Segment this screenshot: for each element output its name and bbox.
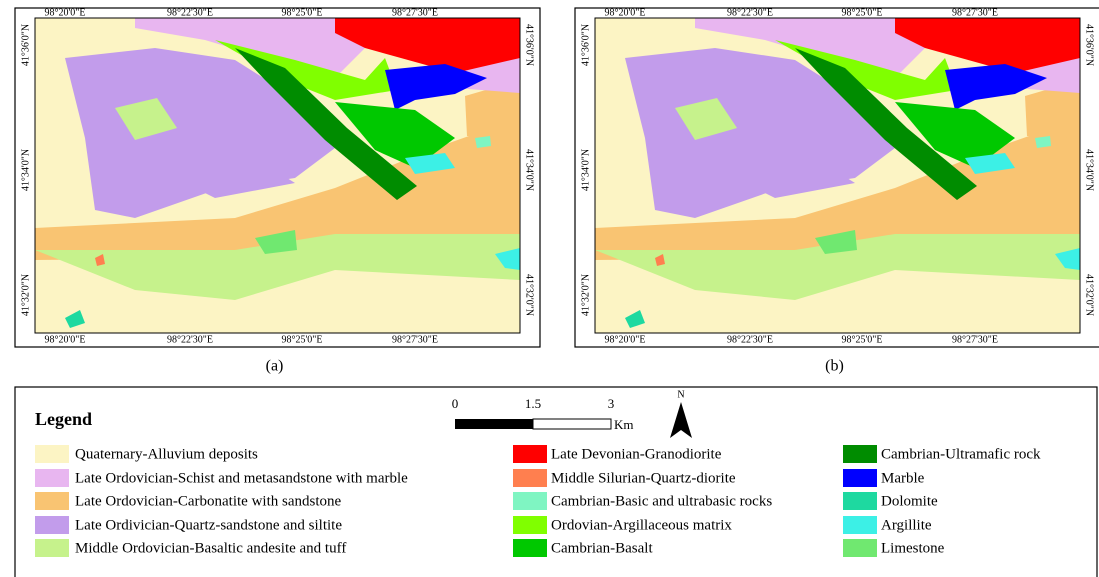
legend-swatch bbox=[35, 539, 69, 557]
legend-swatch bbox=[843, 469, 877, 487]
legend-swatch bbox=[843, 492, 877, 510]
map bbox=[35, 18, 520, 333]
legend-label: Middle Ordovician-Basaltic andesite and … bbox=[75, 540, 346, 556]
legend-label: Cambrian-Basalt bbox=[551, 540, 653, 556]
legend-swatch bbox=[513, 516, 547, 534]
coord-label: 41°32'0"N bbox=[20, 274, 31, 316]
legend-label: Late Ordovician-Carbonatite with sandsto… bbox=[75, 493, 342, 509]
coord-label: 41°34'0"N bbox=[524, 149, 535, 191]
legend-swatch bbox=[843, 445, 877, 463]
coord-label: 41°32'0"N bbox=[524, 274, 535, 316]
coord-label: 98°25'0"E bbox=[282, 7, 323, 18]
legend-swatch bbox=[513, 445, 547, 463]
legend-swatch bbox=[35, 516, 69, 534]
coord-label: 41°32'0"N bbox=[1084, 274, 1095, 316]
legend-label: Limestone bbox=[881, 540, 945, 556]
coord-label: 41°32'0"N bbox=[580, 274, 591, 316]
legend-label: Argillite bbox=[881, 517, 932, 533]
legend-label: Late Ordovician-Schist and metasandstone… bbox=[75, 470, 408, 486]
scale-label: 3 bbox=[608, 396, 615, 411]
coord-label: 98°27'30"E bbox=[952, 7, 998, 18]
north-label: N bbox=[677, 389, 684, 400]
legend-swatch bbox=[35, 492, 69, 510]
coord-label: 41°36'0"N bbox=[524, 24, 535, 66]
figure: 98°20'0"E 98°22'30"E 98°25'0"E 98°27'30"E 98… bbox=[0, 0, 1099, 577]
coord-label: 41°34'0"N bbox=[20, 149, 31, 191]
coord-label: 98°22'30"E bbox=[167, 334, 213, 345]
legend-swatch bbox=[843, 539, 877, 557]
scale-bar bbox=[533, 419, 611, 429]
coord-label: 98°22'30"E bbox=[167, 7, 213, 18]
coord-label: 98°20'0"E bbox=[605, 334, 646, 345]
coord-label: 41°36'0"N bbox=[580, 24, 591, 66]
coord-label: 98°25'0"E bbox=[282, 334, 323, 345]
scale-label: 1.5 bbox=[525, 396, 541, 411]
coord-label: 41°34'0"N bbox=[580, 149, 591, 191]
legend-label: Cambrian-Ultramafic rock bbox=[881, 446, 1041, 462]
legend-swatch bbox=[513, 492, 547, 510]
coord-label: 98°27'30"E bbox=[392, 334, 438, 345]
legend-title: Legend bbox=[35, 409, 92, 429]
coord-label: 98°27'30"E bbox=[952, 334, 998, 345]
coord-label: 98°25'0"E bbox=[842, 7, 883, 18]
panel-caption: (a) bbox=[266, 358, 284, 375]
coord-label: 98°20'0"E bbox=[45, 334, 86, 345]
scale-unit: Km bbox=[614, 417, 634, 432]
legend-swatch bbox=[35, 469, 69, 487]
legend-label: Late Ordivician-Quartz-sandstone and sil… bbox=[75, 517, 342, 533]
coord-label: 98°20'0"E bbox=[45, 7, 86, 18]
panel-caption: (b) bbox=[825, 358, 844, 375]
coord-label: 41°36'0"N bbox=[1084, 24, 1095, 66]
legend-label: Ordovian-Argillaceous matrix bbox=[551, 517, 732, 533]
legend-label: Quaternary-Alluvium deposits bbox=[75, 446, 258, 462]
coord-label: 98°25'0"E bbox=[842, 334, 883, 345]
legend-swatch bbox=[843, 516, 877, 534]
legend-label: Middle Silurian-Quartz-diorite bbox=[551, 470, 736, 486]
map bbox=[595, 18, 1080, 333]
legend-swatch bbox=[513, 539, 547, 557]
coord-label: 98°20'0"E bbox=[605, 7, 646, 18]
scale-label: 0 bbox=[452, 396, 459, 411]
coord-label: 41°36'0"N bbox=[20, 24, 31, 66]
coord-label: 41°34'0"N bbox=[1084, 149, 1095, 191]
scale-bar bbox=[455, 419, 533, 429]
legend-label: Dolomite bbox=[881, 493, 938, 509]
legend-swatch bbox=[513, 469, 547, 487]
coord-label: 98°22'30"E bbox=[727, 334, 773, 345]
legend-swatch bbox=[35, 445, 69, 463]
legend-label: Late Devonian-Granodiorite bbox=[551, 446, 722, 462]
coord-label: 98°27'30"E bbox=[392, 7, 438, 18]
legend-label: Cambrian-Basic and ultrabasic rocks bbox=[551, 493, 772, 509]
coord-label: 98°22'30"E bbox=[727, 7, 773, 18]
legend-label: Marble bbox=[881, 470, 925, 486]
